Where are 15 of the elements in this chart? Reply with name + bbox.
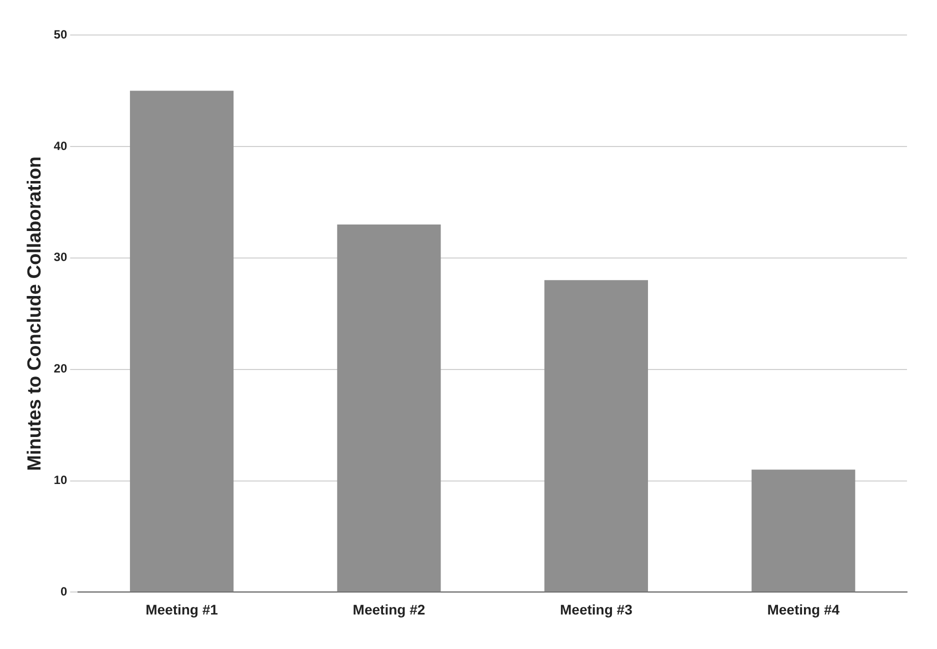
bar — [544, 280, 648, 592]
bar — [130, 90, 234, 592]
x-tick-label: Meeting #4 — [767, 601, 840, 618]
y-tick-label: 0 — [60, 584, 68, 599]
y-tick-label: 30 — [54, 250, 68, 264]
y-axis-title: Minutes to Conclude Collaboration — [24, 156, 46, 471]
x-tick-label: Meeting #3 — [560, 601, 633, 618]
y-tick-label: 10 — [54, 473, 68, 488]
bar — [752, 470, 856, 592]
y-tick-label: 40 — [54, 138, 68, 153]
y-tick-label: 50 — [54, 27, 68, 42]
x-tick-label: Meeting #2 — [352, 601, 426, 618]
x-tick-label: Meeting #1 — [146, 601, 218, 618]
y-tick-label: 20 — [54, 362, 68, 376]
bar — [337, 224, 441, 592]
